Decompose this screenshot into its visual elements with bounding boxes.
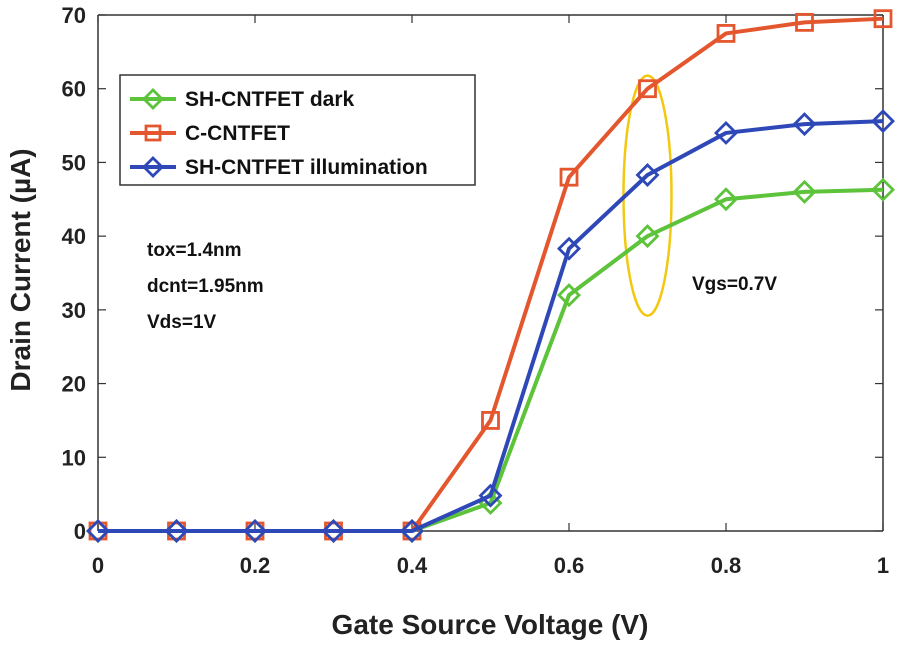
data-point-marker	[142, 88, 164, 110]
x-axis-title: Gate Source Voltage (V)	[332, 609, 649, 640]
data-point-marker	[792, 112, 817, 137]
data-point-marker	[243, 519, 267, 543]
data-point-marker	[481, 411, 500, 430]
y-tick-label: 20	[62, 372, 86, 397]
data-point-marker	[635, 162, 660, 187]
data-point-marker	[86, 519, 110, 543]
data-point-marker	[871, 177, 895, 202]
data-point-marker	[635, 224, 660, 249]
param-tox: tox=1.4nm	[147, 240, 242, 261]
data-point-marker	[142, 156, 164, 178]
data-point-marker	[716, 24, 736, 43]
series-layer	[86, 9, 895, 543]
legend-label: C-CNTFET	[185, 122, 290, 145]
x-tick-label: 1	[877, 553, 889, 578]
data-point-marker	[144, 124, 162, 142]
data-point-marker	[871, 109, 895, 134]
data-point-marker	[478, 483, 503, 508]
param-vds: Vds=1V	[147, 312, 217, 333]
y-tick-label: 30	[62, 298, 86, 323]
legend-label: SH-CNTFET dark	[185, 88, 355, 111]
vgs-annotation: Vgs=0.7V	[692, 274, 777, 295]
legend-label: SH-CNTFET illumination	[185, 156, 428, 179]
data-point-marker	[321, 519, 346, 543]
data-point-marker	[792, 179, 817, 204]
data-point-marker	[873, 9, 893, 29]
y-axis-title: Drain Current (µA)	[5, 148, 36, 391]
legend: SH-CNTFET dark C-CNTFET SH-CNTFET illumina…	[119, 74, 476, 186]
series-line	[98, 119, 884, 533]
x-tick-label: 0.6	[554, 553, 585, 578]
data-point-marker	[559, 167, 579, 187]
data-point-marker	[714, 120, 738, 145]
data-point-marker	[400, 519, 424, 543]
y-tick-label: 40	[62, 224, 86, 249]
parameters-annotation: tox=1.4nm dcnt=1.95nm Vds=1V	[147, 240, 264, 333]
data-point-marker	[557, 283, 581, 308]
data-point-marker	[638, 79, 657, 99]
data-point-marker	[795, 12, 814, 32]
x-tick-label: 0.2	[240, 553, 271, 578]
legend-item-2: SH-CNTFET illumination	[130, 156, 428, 179]
x-tick-label: 0.4	[397, 553, 428, 578]
y-tick-label: 10	[62, 445, 86, 470]
data-point-marker	[557, 236, 581, 261]
y-tick-label: 70	[62, 3, 86, 28]
legend-box	[119, 74, 476, 186]
y-tick-label: 50	[62, 150, 86, 175]
data-point-marker	[164, 519, 189, 543]
highlight-ellipse	[622, 74, 673, 317]
legend-item-1: C-CNTFET	[130, 122, 290, 145]
param-dcnt: dcnt=1.95nm	[147, 276, 264, 297]
x-tick-label: 0.8	[711, 553, 742, 578]
data-point-marker	[714, 187, 738, 212]
x-tick-label: 0	[92, 553, 104, 578]
y-tick-label: 0	[74, 519, 86, 544]
legend-item-0: SH-CNTFET dark	[130, 88, 355, 111]
y-tick-label: 60	[62, 77, 86, 102]
plot-area	[622, 74, 673, 317]
series-2	[86, 109, 895, 543]
